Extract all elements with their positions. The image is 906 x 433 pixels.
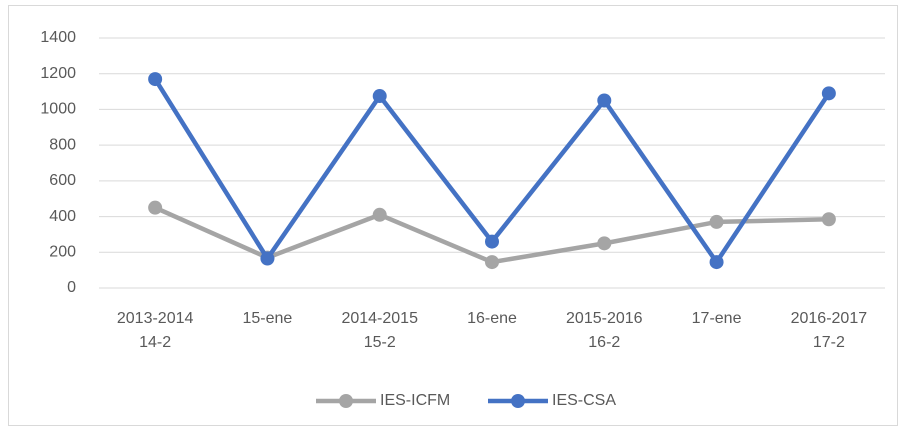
data-point (485, 255, 499, 270)
x-tick-label-line: 15-ene (243, 310, 293, 327)
x-tick-label-line: 17-2 (813, 334, 845, 351)
y-tick-label: 400 (49, 208, 76, 225)
data-point (709, 255, 724, 270)
data-point (597, 236, 612, 251)
x-tick-label-line: 2013-2014 (117, 310, 194, 327)
data-point (372, 89, 387, 104)
data-point (260, 251, 275, 266)
data-point (372, 207, 387, 222)
x-tick-label: 2013-2014 14-2 (117, 310, 194, 351)
y-tick-label: 800 (49, 136, 76, 153)
x-tick-label-line: 14-2 (139, 334, 171, 351)
y-tick-label: 0 (67, 279, 76, 296)
x-tick-label-line: 2015-2016 (566, 310, 643, 327)
y-tick-label: 1200 (40, 65, 76, 82)
x-tick-label: 2016-2017 17-2 (791, 310, 868, 351)
y-tick-label: 1400 (40, 29, 76, 46)
data-point (148, 72, 163, 87)
data-point (148, 200, 163, 215)
x-tick-label-line: 17-ene (692, 310, 742, 327)
legend-label: IES-CSA (552, 392, 616, 409)
chart-frame (8, 5, 898, 426)
x-tick-label: 17-ene (692, 310, 742, 327)
x-tick-label: 15-ene (243, 310, 293, 327)
data-point (485, 234, 499, 249)
legend-marker (339, 394, 353, 408)
x-tick-label-line: 2014-2015 (341, 310, 418, 327)
x-tick-label: 2014-2015 15-2 (341, 310, 418, 351)
x-tick-label: 16-ene (467, 310, 517, 327)
x-tick-label-line: 15-2 (364, 334, 396, 351)
legend-marker (511, 394, 525, 408)
data-point (821, 86, 836, 101)
x-tick-label-line: 16-2 (588, 334, 620, 351)
y-tick-label: 1000 (40, 101, 76, 118)
x-tick-label: 2015-2016 16-2 (566, 310, 643, 351)
y-tick-label: 200 (49, 244, 76, 261)
x-tick-label-line: 16-ene (467, 310, 517, 327)
data-point (597, 93, 612, 108)
legend-label: IES-ICFM (380, 392, 450, 409)
y-tick-label: 600 (49, 172, 76, 189)
x-tick-label-line: 2016-2017 (791, 310, 868, 327)
data-point (821, 212, 836, 227)
data-point (709, 214, 724, 229)
